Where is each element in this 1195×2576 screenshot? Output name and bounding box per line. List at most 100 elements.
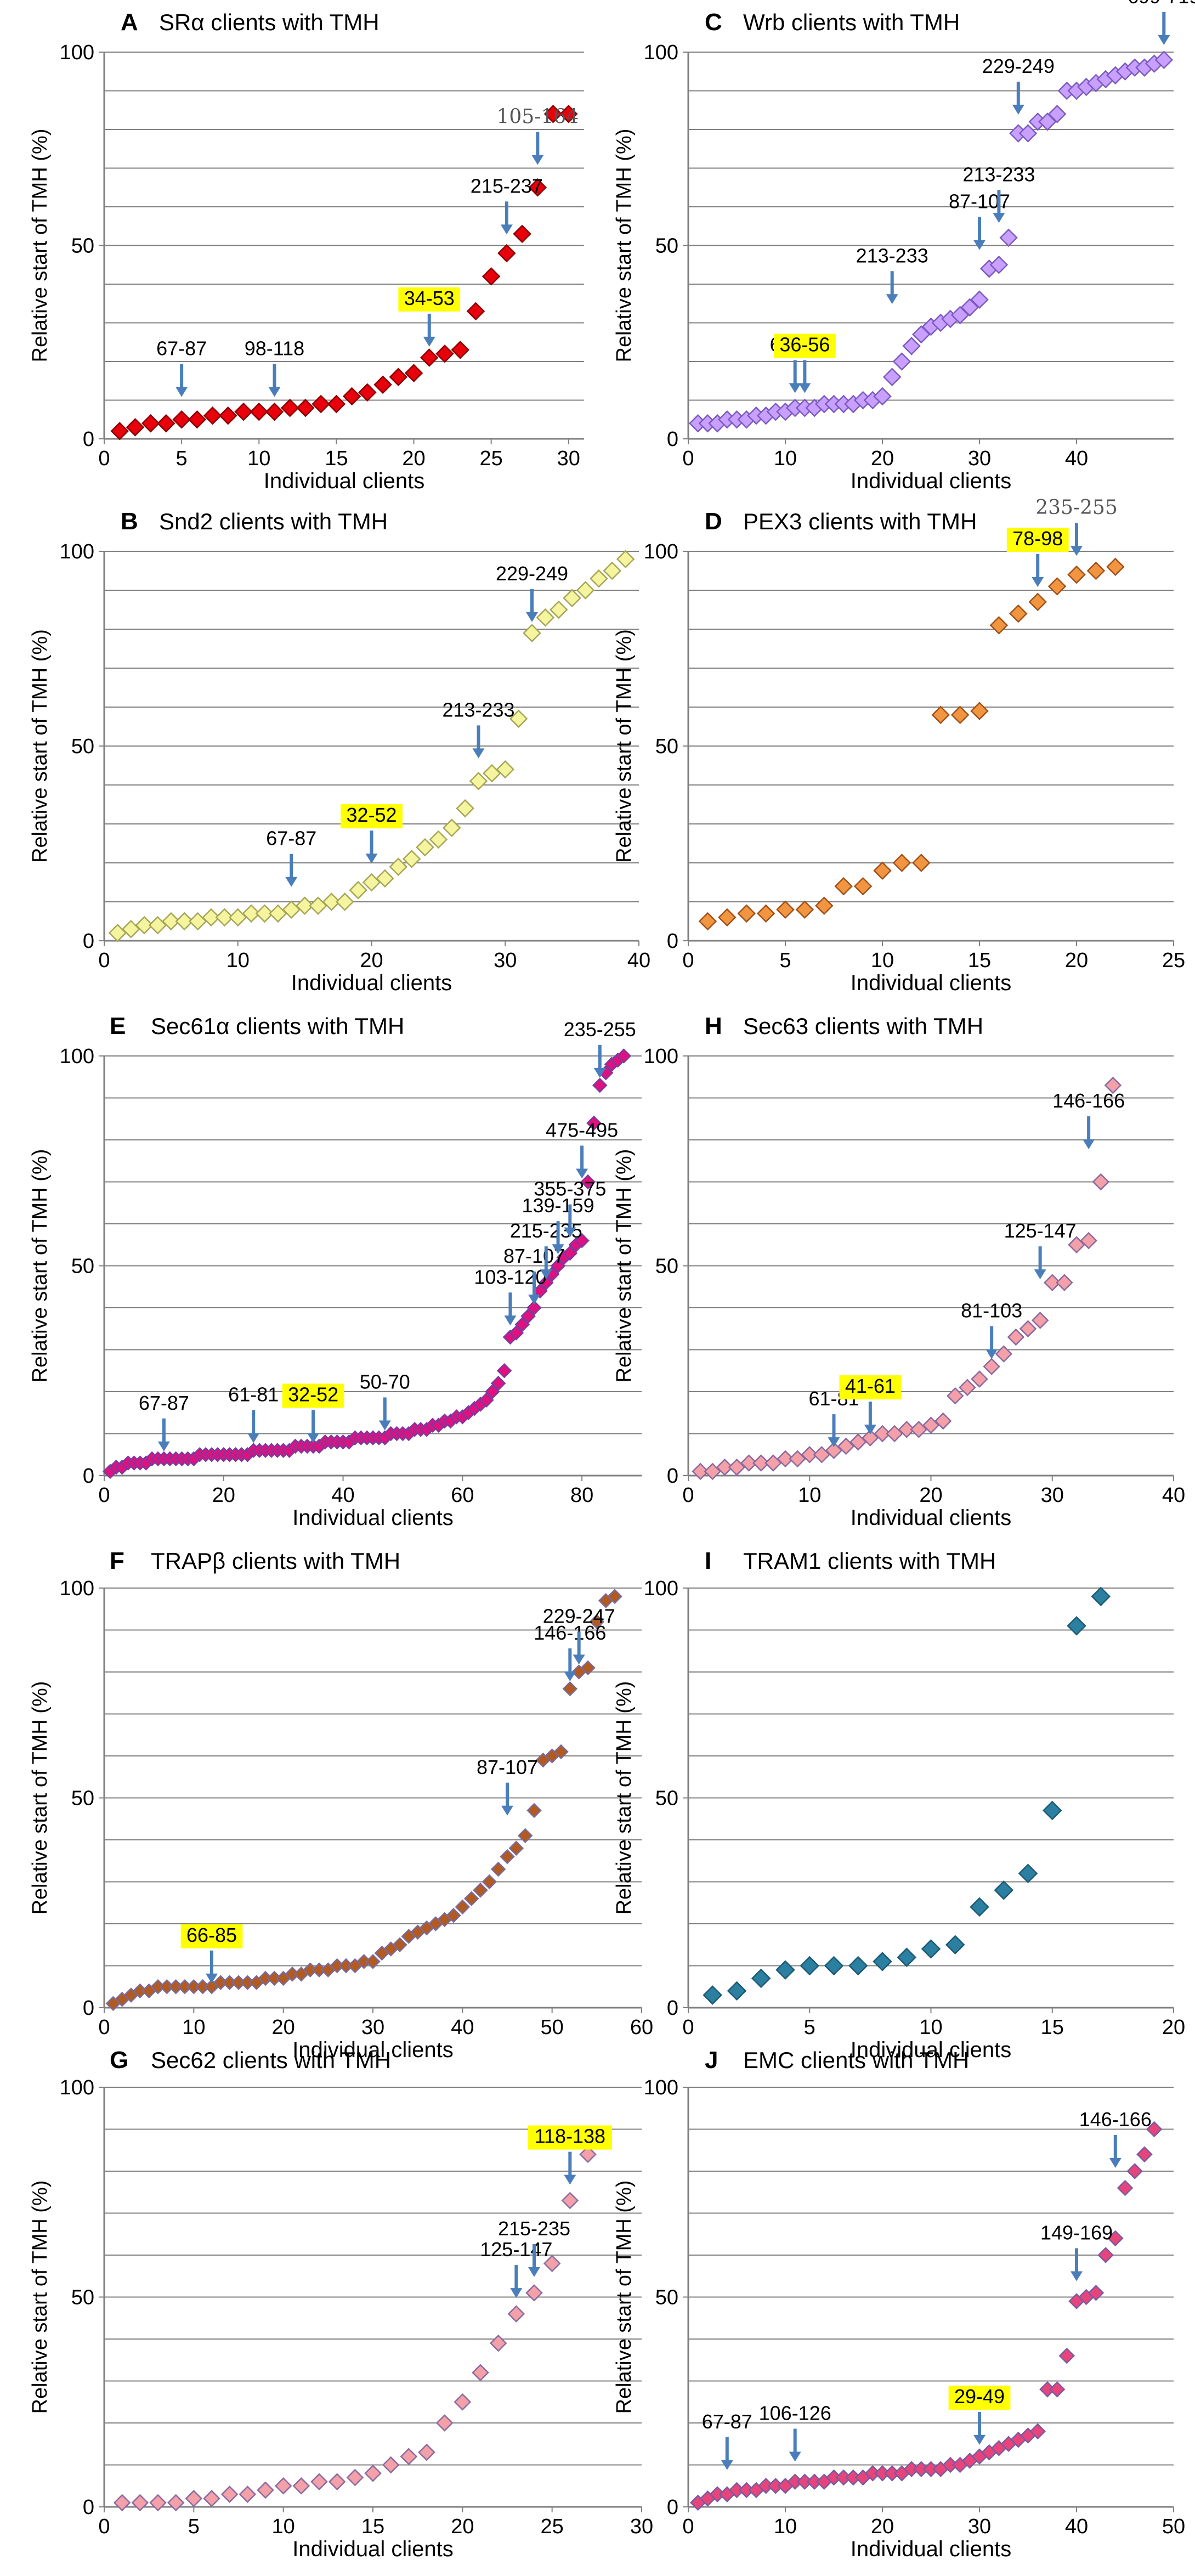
data-point — [520, 1308, 536, 1324]
chart-panel-C: C Wrb clients with TMH 0 10 20 30 40 0 50 100 Indi… — [613, 0, 1195, 493]
data-point — [563, 589, 581, 607]
data-point — [989, 616, 1009, 635]
data-point — [175, 912, 194, 931]
x-tick-label: 0 — [682, 2016, 694, 2039]
y-tick-label: 0 — [667, 1465, 678, 1488]
data-point — [922, 1416, 940, 1434]
data-point — [1154, 50, 1174, 69]
annotation-arrowhead — [593, 1067, 606, 1078]
panel-letter: H — [705, 1013, 722, 1040]
x-tick-label: 10 — [272, 2515, 295, 2538]
data-point — [800, 1956, 820, 1976]
data-point — [848, 1956, 868, 1976]
chart-title: Wrb clients with TMH — [743, 9, 960, 35]
y-tick-label: 0 — [667, 930, 678, 953]
data-point — [473, 1883, 488, 1898]
data-point — [255, 904, 274, 923]
chart-title: Snd2 clients with TMH — [159, 509, 388, 534]
data-point — [322, 892, 341, 911]
data-point — [586, 1115, 602, 1131]
data-point — [543, 105, 563, 123]
data-point — [126, 418, 145, 437]
data-point — [752, 1454, 770, 1472]
data-point — [335, 892, 354, 911]
data-point — [328, 2473, 346, 2490]
data-point — [553, 1744, 569, 1760]
x-tick-label: 60 — [451, 1484, 474, 1507]
data-point — [451, 341, 469, 359]
data-point — [1047, 577, 1067, 596]
x-axis-title: Individual clients — [292, 2537, 454, 2561]
y-tick-label: 0 — [667, 1997, 678, 2020]
data-point — [489, 2334, 507, 2352]
x-tick-label: 50 — [541, 2016, 564, 2039]
data-point — [580, 1174, 596, 1190]
annotation-arrowhead — [552, 1244, 564, 1255]
data-point — [789, 1450, 806, 1468]
data-point — [172, 410, 191, 429]
chart-title: Sec63 clients with TMH — [743, 1013, 983, 1039]
x-tick-label: 20 — [402, 447, 425, 470]
data-point — [349, 880, 367, 900]
data-point — [607, 1589, 622, 1605]
x-tick-label: 20 — [871, 447, 894, 470]
data-point — [1018, 124, 1038, 143]
data-point — [496, 760, 515, 779]
data-point — [704, 1462, 722, 1481]
data-point — [482, 1874, 497, 1890]
y-tick-label: 0 — [83, 1465, 94, 1488]
annotation-arrowhead — [472, 748, 485, 759]
x-tick-label: 30 — [630, 2515, 653, 2538]
x-axis-title: Individual clients — [292, 1506, 454, 1530]
data-point — [995, 1345, 1013, 1363]
data-point — [219, 406, 237, 425]
annotation-label: 215-235 — [498, 2217, 570, 2240]
panel-letter: G — [110, 2047, 128, 2074]
y-tick-label: 100 — [60, 540, 94, 563]
annotation-label: 98-118 — [245, 337, 304, 360]
annotation-label: 81-103 — [961, 1299, 1022, 1321]
annotation-arrowhead — [993, 213, 1005, 223]
data-point — [203, 2489, 220, 2507]
data-point — [910, 1421, 928, 1438]
annotation-highlight — [1006, 528, 1069, 552]
y-tick-label: 50 — [71, 1787, 94, 1810]
y-tick-label: 50 — [655, 1255, 678, 1278]
y-axis-title: Relative start of TMH (%) — [613, 2180, 636, 2414]
annotation-label: 105-164 — [497, 106, 579, 128]
y-tick-label: 50 — [71, 735, 94, 758]
data-point — [921, 1939, 941, 1959]
data-point — [269, 904, 287, 923]
panel-letter: D — [705, 508, 722, 535]
chart-title: SRα clients with TMH — [159, 9, 380, 35]
data-point — [429, 830, 448, 849]
annotation-arrowhead — [1071, 2271, 1083, 2281]
data-point — [543, 2255, 561, 2273]
annotation-arrowhead — [573, 1654, 585, 1665]
annotation-label: 125-147 — [480, 2238, 552, 2261]
y-axis-title: Relative start of TMH (%) — [613, 629, 636, 863]
x-tick-label: 20 — [451, 2515, 474, 2538]
x-axis-title: Individual clients — [851, 1506, 1012, 1530]
y-tick-label: 100 — [644, 540, 678, 563]
data-point — [989, 255, 1009, 274]
data-point — [698, 912, 717, 931]
x-tick-label: 15 — [1041, 2016, 1064, 2039]
data-point — [392, 1937, 407, 1953]
data-point — [898, 1421, 916, 1438]
annotation-highlight — [282, 1383, 344, 1408]
data-point — [1043, 1274, 1061, 1291]
data-point — [1019, 1320, 1037, 1338]
data-point — [517, 1828, 533, 1844]
data-point — [528, 178, 547, 197]
x-tick-label: 20 — [1162, 2016, 1185, 2039]
data-point — [215, 908, 234, 927]
chart-panel-I: I TRAM1 clients with TMH 0 5 10 15 20 0 50 100 Ind… — [613, 1547, 1185, 2062]
data-point — [472, 2364, 489, 2381]
data-point — [1146, 2121, 1163, 2138]
data-point — [592, 1077, 608, 1093]
data-point — [373, 375, 392, 394]
data-point — [342, 387, 361, 406]
x-tick-label: 10 — [774, 2515, 797, 2538]
